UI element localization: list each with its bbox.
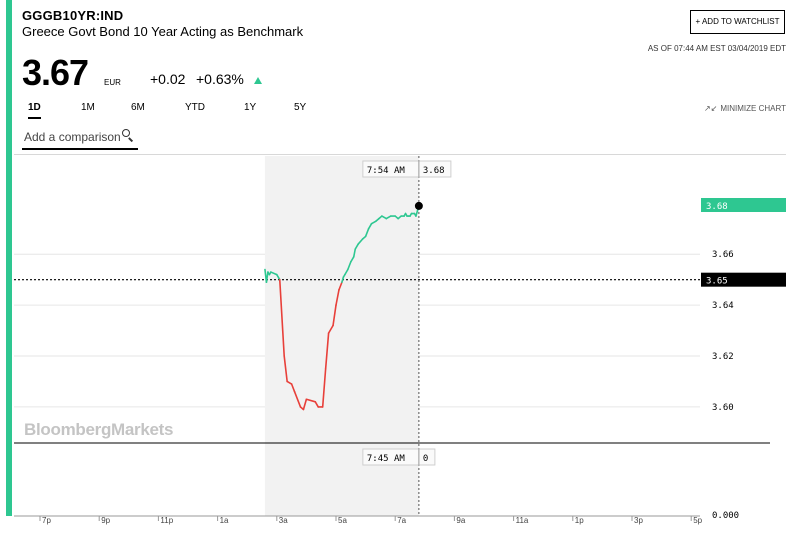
x-tick-label: 11p (160, 516, 173, 525)
series-segment (344, 268, 349, 276)
y-tick-label: 3.64 (712, 301, 734, 311)
x-tick-label: 3p (634, 516, 643, 525)
x-tick-label: 9a (456, 516, 465, 525)
bloomberg-markets-watermark: BloombergMarkets (24, 420, 174, 439)
series-segment (357, 238, 364, 245)
x-tick-label: 7a (397, 516, 406, 525)
tab-1d[interactable]: 1D (28, 102, 41, 119)
collapse-arrows-icon: ↗↙ (703, 104, 718, 113)
tab-6m[interactable]: 6M (131, 102, 145, 113)
series-segment (314, 401, 320, 408)
crosshair-tooltip (362, 160, 452, 178)
x-tick-label: 11a (516, 516, 529, 525)
series-segment (275, 273, 281, 281)
series-segment (335, 289, 340, 306)
x-tick-label: 3a (279, 516, 288, 525)
volume-time-label: 7:45 AM (367, 454, 406, 464)
series-segment (385, 215, 392, 220)
series-segment (415, 210, 419, 217)
series-segment (349, 255, 355, 263)
series-segment (305, 398, 317, 403)
volume-tooltip (362, 448, 436, 466)
y-tick-label: 3.66 (712, 250, 734, 260)
tab-5y[interactable]: 5Y (294, 102, 307, 113)
range-tabs: 1D 1M 6M YTD 1Y 5Y (22, 102, 322, 120)
series-segment (341, 276, 345, 284)
price-change: +0.02 (150, 71, 186, 87)
crosshair-value-label: 3.68 (423, 166, 445, 176)
reference-value-badge (701, 272, 786, 287)
header-divider (14, 154, 786, 155)
security-name: Greece Govt Bond 10 Year Acting as Bench… (22, 24, 304, 39)
tab-1y[interactable]: 1Y (244, 102, 257, 113)
add-to-watchlist-button[interactable]: + ADD TO WATCHLIST (690, 10, 785, 34)
tab-1m[interactable]: 1M (81, 102, 95, 113)
x-tick-label: 1p (575, 516, 584, 525)
as-of-timestamp: AS OF 07:44 AM EST 03/04/2019 EDT (647, 44, 786, 53)
series-segment (278, 278, 284, 332)
series-segment (370, 220, 377, 225)
series-segment (270, 271, 278, 276)
x-tick-label: 1a (220, 516, 229, 525)
x-tick-label: 9p (101, 516, 110, 525)
triangle-up-icon (254, 77, 262, 84)
y-tick-label: 3.60 (712, 403, 734, 413)
volume-axis-label: 0.000 (712, 511, 739, 521)
series-segment (338, 281, 343, 291)
x-tick-label: 5a (338, 516, 347, 525)
last-price: 3.67 (22, 52, 89, 93)
last-value-label: 3.68 (706, 202, 728, 212)
series-segment (324, 332, 330, 370)
series-segment (367, 222, 373, 230)
series-segment (327, 324, 334, 334)
series-segment (293, 390, 302, 408)
x-tick-label: 5p (693, 516, 702, 525)
crosshair-time-label: 7:54 AM (367, 166, 406, 176)
crosshair-point (414, 201, 423, 210)
comparison-input[interactable]: Add a comparison (22, 126, 138, 150)
accent-bar (6, 0, 12, 516)
series-segment (364, 227, 370, 238)
tab-ytd[interactable]: YTD (185, 102, 205, 113)
price-change-percent: +0.63% (196, 71, 244, 87)
series-segment (265, 271, 269, 284)
comparison-placeholder: Add a comparison (24, 130, 121, 144)
series-segment (347, 261, 352, 271)
series-segment (286, 380, 293, 385)
minimize-chart-button[interactable]: ↗↙ MINIMIZE CHART (704, 104, 786, 113)
currency: EUR (104, 78, 121, 87)
reference-value-label: 3.65 (706, 277, 728, 287)
search-icon[interactable] (122, 129, 134, 142)
series-segment (381, 215, 388, 220)
y-tick-label: 3.62 (712, 352, 734, 362)
series-segment (354, 243, 360, 250)
minimize-chart-label: MINIMIZE CHART (720, 104, 786, 113)
series-segment (332, 304, 337, 327)
ticker-symbol: GGGB10YR:IND (22, 8, 124, 23)
last-value-badge (701, 198, 786, 212)
series-segment (302, 398, 308, 411)
volume-value-label: 0 (423, 454, 428, 464)
series-segment (352, 248, 357, 258)
series-segment (321, 367, 327, 408)
series-segment (281, 329, 286, 357)
series-segment (290, 383, 296, 393)
series-segment (283, 355, 288, 383)
x-tick-label: 7p (42, 516, 51, 525)
